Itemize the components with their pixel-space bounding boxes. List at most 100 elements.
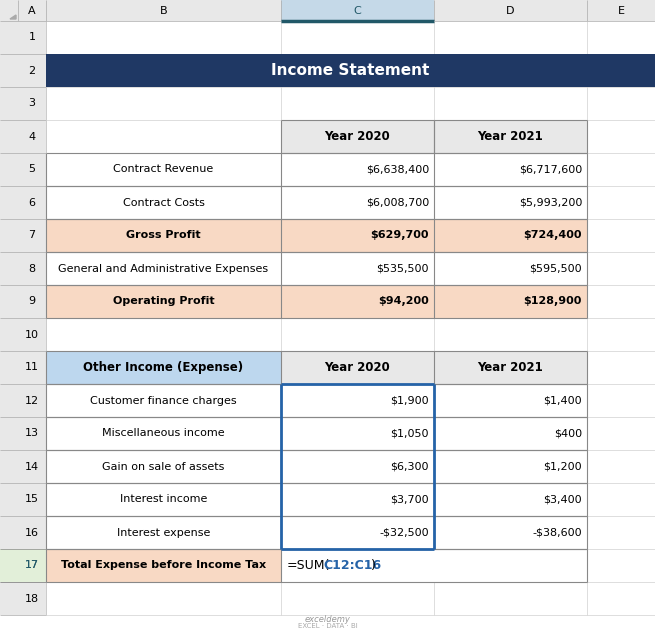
Bar bbox=[281, 219, 434, 252]
Text: 16: 16 bbox=[25, 528, 39, 538]
Bar bbox=[434, 252, 587, 285]
Text: -$38,600: -$38,600 bbox=[533, 528, 582, 538]
Bar bbox=[281, 285, 434, 318]
Text: $535,500: $535,500 bbox=[377, 264, 429, 274]
Bar bbox=[0, 285, 46, 318]
Bar bbox=[0, 0, 18, 21]
Bar bbox=[46, 120, 655, 153]
Bar bbox=[18, 0, 46, 21]
Bar bbox=[281, 417, 434, 450]
Bar bbox=[434, 384, 587, 417]
Text: 9: 9 bbox=[28, 296, 35, 306]
Text: $5,993,200: $5,993,200 bbox=[519, 198, 582, 208]
Text: Customer finance charges: Customer finance charges bbox=[90, 396, 237, 406]
Text: exceldemy: exceldemy bbox=[305, 615, 350, 623]
Bar bbox=[46, 351, 281, 384]
Text: $400: $400 bbox=[554, 428, 582, 438]
Bar bbox=[46, 516, 655, 549]
Text: $6,717,600: $6,717,600 bbox=[519, 165, 582, 174]
Text: 17: 17 bbox=[25, 560, 39, 571]
Text: C: C bbox=[354, 6, 362, 16]
Text: $3,700: $3,700 bbox=[390, 494, 429, 504]
Bar bbox=[281, 351, 434, 384]
Bar bbox=[46, 252, 655, 285]
Bar bbox=[46, 153, 281, 186]
Text: 1: 1 bbox=[29, 33, 35, 43]
Text: $1,050: $1,050 bbox=[390, 428, 429, 438]
Bar bbox=[0, 351, 46, 384]
Bar bbox=[434, 483, 587, 516]
Text: Year 2020: Year 2020 bbox=[325, 361, 390, 374]
Text: Contract Revenue: Contract Revenue bbox=[113, 165, 214, 174]
Polygon shape bbox=[10, 15, 16, 19]
Bar bbox=[434, 0, 587, 21]
Bar bbox=[281, 483, 434, 516]
Bar bbox=[46, 351, 655, 384]
Bar bbox=[0, 21, 46, 54]
Text: E: E bbox=[618, 6, 624, 16]
Bar bbox=[46, 252, 281, 285]
Bar bbox=[281, 252, 434, 285]
Bar bbox=[0, 54, 46, 87]
Bar bbox=[46, 318, 655, 351]
Text: Interest expense: Interest expense bbox=[117, 528, 210, 538]
Bar bbox=[46, 417, 655, 450]
Bar bbox=[434, 120, 587, 153]
Text: $1,200: $1,200 bbox=[544, 462, 582, 472]
Text: $595,500: $595,500 bbox=[529, 264, 582, 274]
Text: Year 2021: Year 2021 bbox=[477, 130, 544, 143]
Text: Contract Costs: Contract Costs bbox=[122, 198, 204, 208]
Text: $128,900: $128,900 bbox=[523, 296, 582, 306]
Bar bbox=[0, 582, 46, 615]
Text: $6,638,400: $6,638,400 bbox=[365, 165, 429, 174]
Bar bbox=[0, 549, 46, 582]
Text: 4: 4 bbox=[28, 131, 35, 142]
Bar bbox=[46, 54, 655, 87]
Bar bbox=[46, 384, 281, 417]
Text: 6: 6 bbox=[29, 198, 35, 208]
Bar bbox=[46, 285, 655, 318]
Bar bbox=[0, 549, 46, 582]
Bar bbox=[46, 450, 281, 483]
Text: 13: 13 bbox=[25, 428, 39, 438]
Bar bbox=[46, 219, 655, 252]
Bar bbox=[281, 0, 434, 21]
Text: 5: 5 bbox=[29, 165, 35, 174]
Text: $6,300: $6,300 bbox=[390, 462, 429, 472]
Text: $94,200: $94,200 bbox=[378, 296, 429, 306]
Bar bbox=[46, 186, 281, 219]
Bar bbox=[281, 120, 434, 153]
Text: 11: 11 bbox=[25, 362, 39, 372]
Bar bbox=[0, 252, 46, 285]
Text: $1,900: $1,900 bbox=[390, 396, 429, 406]
Bar bbox=[434, 186, 587, 219]
Text: B: B bbox=[160, 6, 167, 16]
Bar bbox=[0, 318, 46, 351]
Bar bbox=[281, 516, 434, 549]
Bar bbox=[0, 219, 46, 252]
Text: =SUM(: =SUM( bbox=[287, 559, 330, 572]
Text: 8: 8 bbox=[28, 264, 35, 274]
Text: 3: 3 bbox=[29, 99, 35, 108]
Text: Gain on sale of assets: Gain on sale of assets bbox=[102, 462, 225, 472]
Bar bbox=[46, 582, 655, 615]
Bar bbox=[46, 549, 655, 582]
Text: $6,008,700: $6,008,700 bbox=[365, 198, 429, 208]
Bar bbox=[0, 153, 46, 186]
Text: Interest income: Interest income bbox=[120, 494, 207, 504]
Text: Gross Profit: Gross Profit bbox=[126, 230, 201, 240]
Text: EXCEL · DATA · BI: EXCEL · DATA · BI bbox=[297, 623, 358, 629]
Bar bbox=[587, 0, 655, 21]
Bar bbox=[434, 417, 587, 450]
Text: 2: 2 bbox=[28, 65, 35, 75]
Text: D: D bbox=[506, 6, 515, 16]
Bar bbox=[281, 384, 434, 417]
Bar bbox=[46, 483, 655, 516]
Text: 15: 15 bbox=[25, 494, 39, 504]
Bar bbox=[434, 351, 587, 384]
Bar bbox=[0, 483, 46, 516]
Bar bbox=[46, 384, 655, 417]
Bar bbox=[434, 219, 587, 252]
Bar bbox=[434, 285, 587, 318]
Bar bbox=[0, 87, 46, 120]
